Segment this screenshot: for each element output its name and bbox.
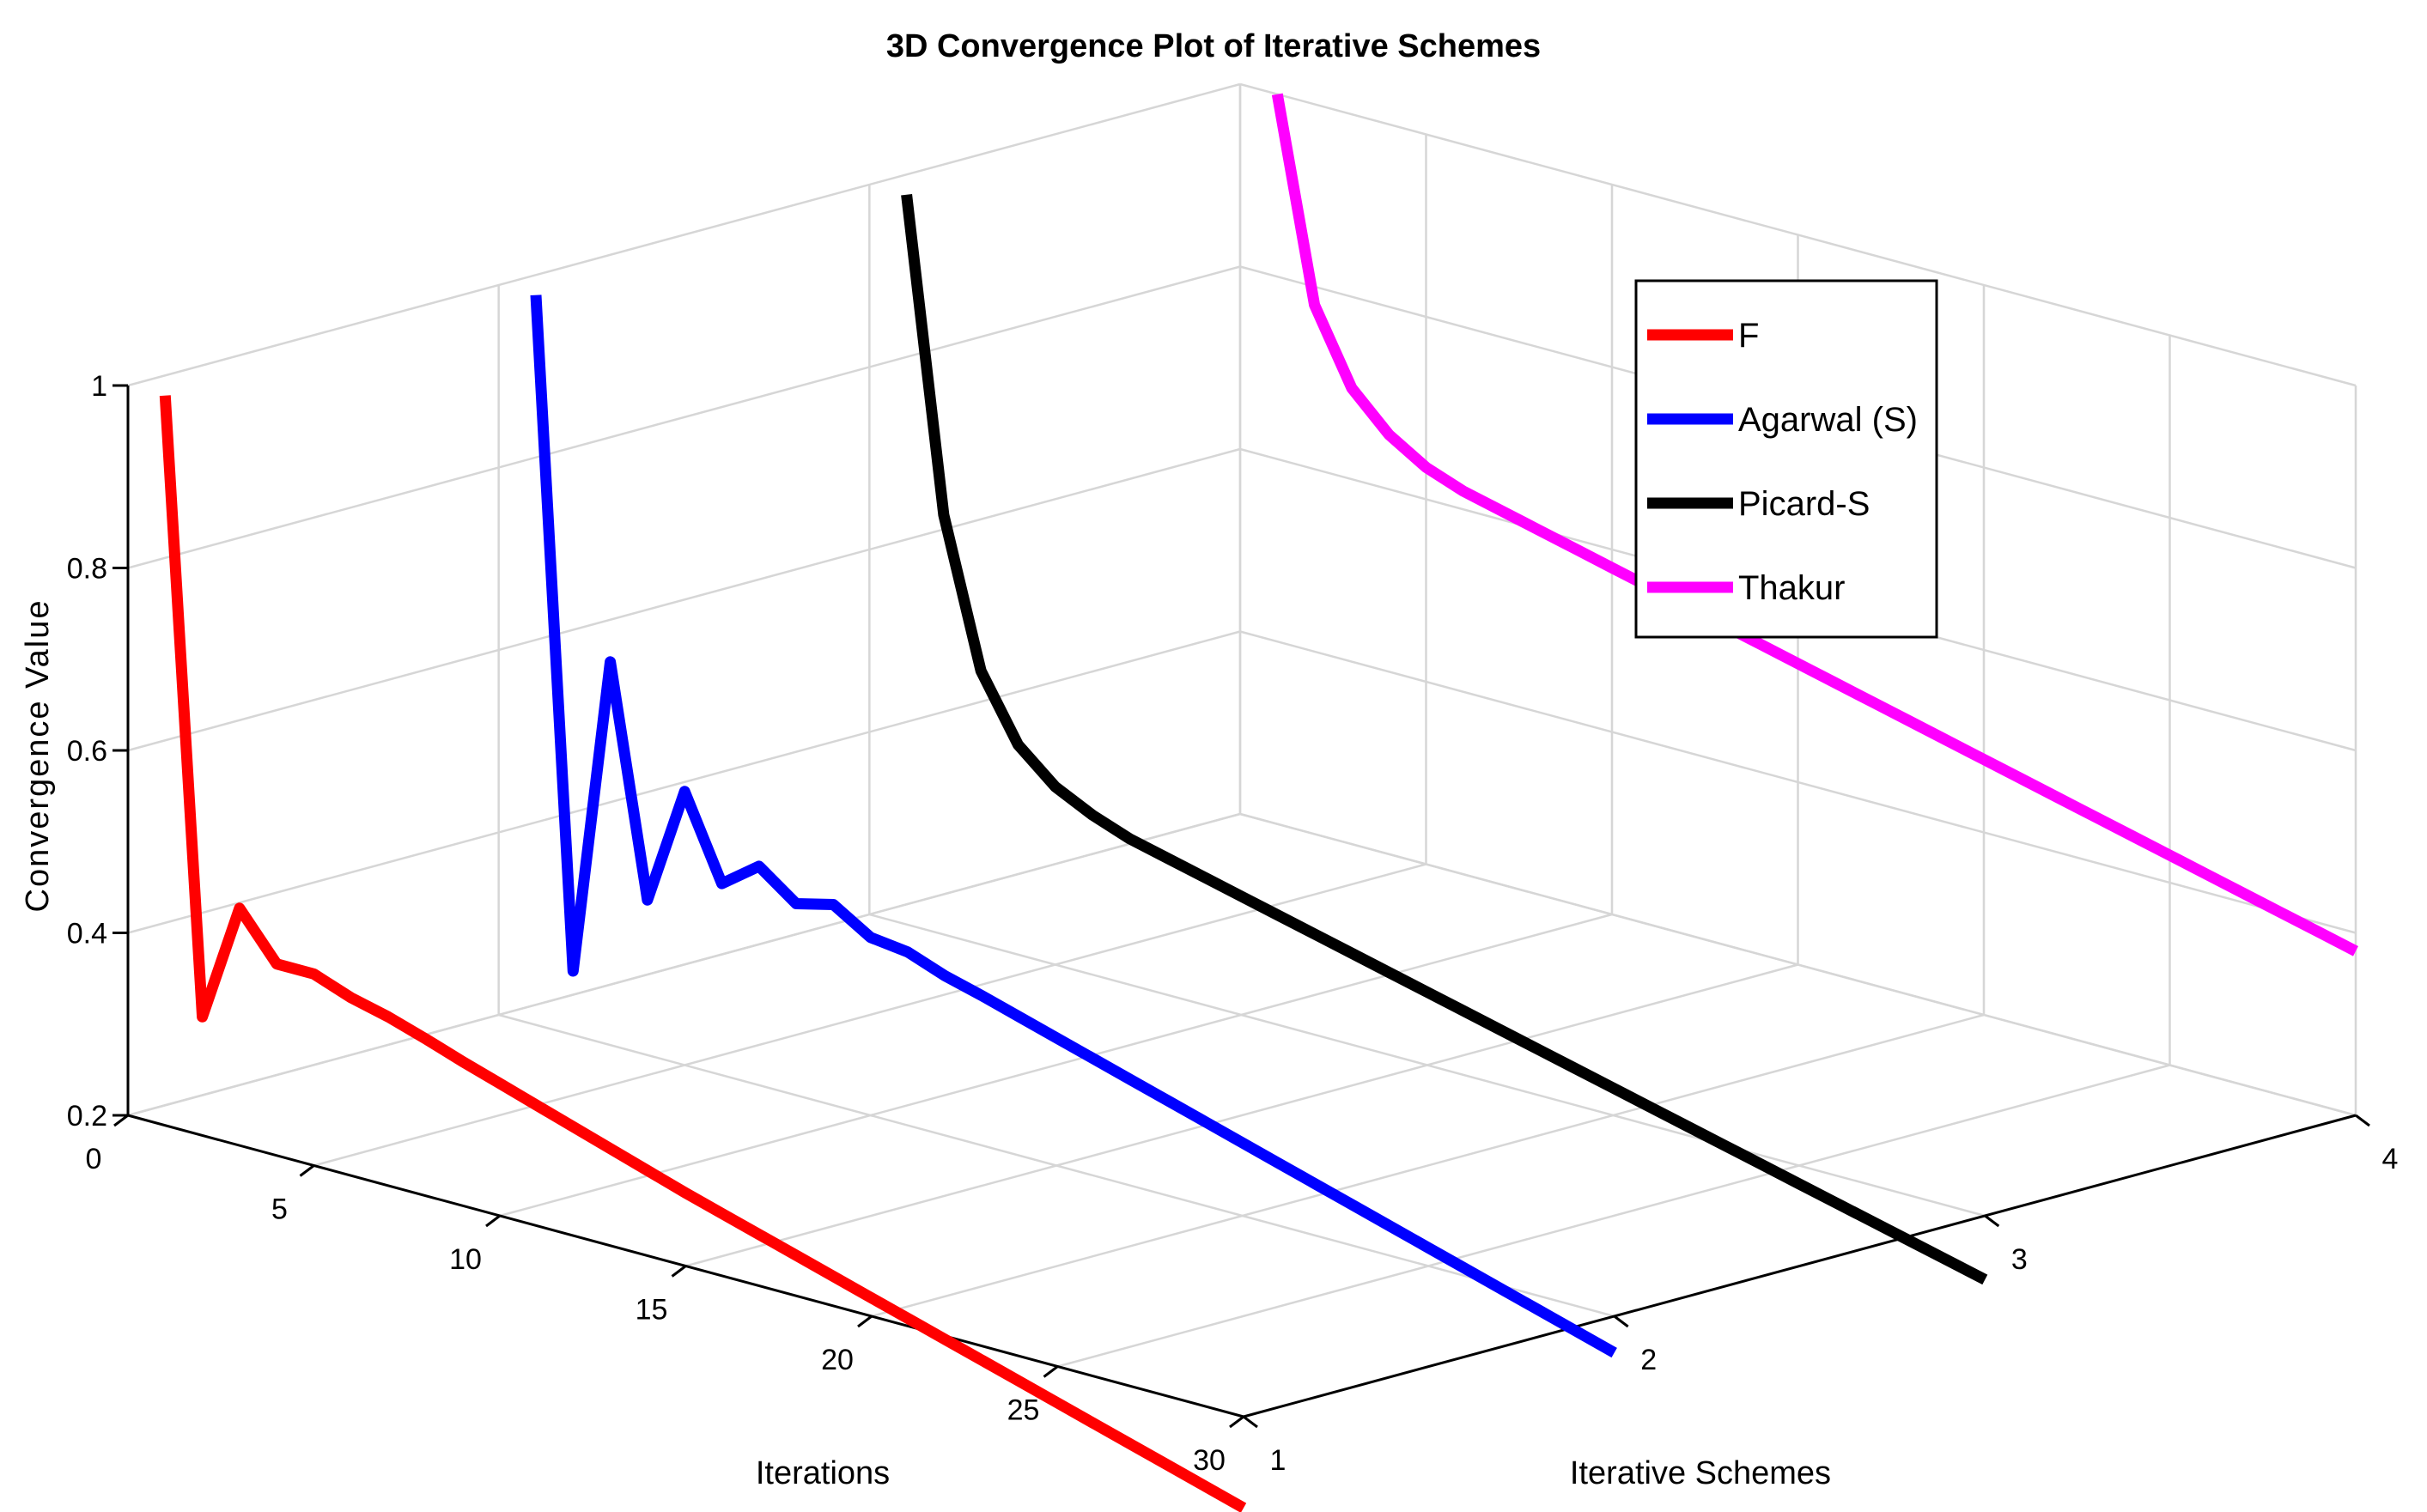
z-axis-label: Convergence Value — [20, 599, 56, 913]
x-axis-label: Iterations — [756, 1455, 890, 1491]
z-tick-label: 0.4 — [67, 918, 107, 950]
grid-line — [127, 630, 1241, 934]
x-tick-mark — [299, 1164, 315, 1177]
x-tick-mark — [1043, 1365, 1059, 1378]
y-tick-mark — [1984, 1214, 2000, 1228]
x-tick-mark — [1229, 1415, 1244, 1429]
y-tick-mark — [2355, 1114, 2370, 1127]
y-axis-line — [1243, 1114, 2357, 1418]
legend: F Agarwal (S) Picard-S Thakur — [1634, 279, 1938, 639]
series-line-picard-s — [901, 193, 1988, 1285]
y-tick-label: 2 — [1640, 1344, 1657, 1376]
series-line-agarwal-s — [530, 295, 1617, 1358]
legend-label: Thakur — [1738, 569, 1846, 607]
x-tick-mark — [671, 1265, 687, 1278]
z-tick-label: 1 — [91, 370, 107, 403]
x-tick-label: 15 — [636, 1294, 668, 1327]
grid-line — [498, 1013, 1615, 1318]
grid-line — [127, 82, 1241, 387]
x-tick-label: 0 — [86, 1143, 102, 1175]
grid-line — [127, 265, 1241, 569]
grid-line — [127, 812, 1241, 1117]
z-tick-label: 0.2 — [67, 1100, 107, 1132]
grid-line — [127, 447, 1241, 752]
y-tick-mark — [1243, 1415, 1258, 1429]
x-tick-label: 5 — [271, 1193, 288, 1226]
grid-line — [685, 963, 1798, 1267]
series-line-thakur — [1271, 93, 2358, 956]
legend-label: Picard-S — [1738, 485, 1870, 523]
x-tick-label: 30 — [1193, 1444, 1226, 1477]
chart-title: 3D Convergence Plot of Iterative Schemes — [886, 28, 1541, 64]
grid-line — [1239, 82, 2357, 387]
grid-line — [869, 913, 1986, 1217]
grid-line — [1239, 812, 2357, 1117]
series-line-f — [159, 395, 1247, 1512]
x-tick-label: 10 — [449, 1243, 482, 1276]
x-tick-label: 20 — [821, 1344, 854, 1376]
y-tick-label: 4 — [2382, 1143, 2399, 1175]
grid-line — [1239, 630, 2357, 934]
series-layer — [159, 93, 2358, 1512]
y-axis-label: Iterative Schemes — [1570, 1455, 1831, 1491]
legend-label: Agarwal (S) — [1738, 401, 1918, 439]
legend-label: F — [1738, 317, 1759, 355]
x-tick-mark — [857, 1315, 873, 1328]
grid-line — [1057, 1064, 2170, 1368]
y-tick-label: 1 — [1270, 1444, 1286, 1477]
tick-labels: 0 5 10 15 20 25 30 1 2 3 4 0.2 0.4 0.6 0.8 1 — [67, 370, 2399, 1477]
axis-layer — [113, 384, 2370, 1429]
grid-line — [871, 1013, 1985, 1318]
x-tick-mark — [113, 1114, 129, 1127]
grid-line — [499, 913, 1613, 1217]
z-tick-label: 0.8 — [67, 553, 107, 586]
grid-layer — [126, 82, 2357, 1418]
y-tick-label: 3 — [2011, 1243, 2028, 1276]
x-tick-label: 25 — [1007, 1394, 1040, 1427]
x-tick-mark — [485, 1214, 501, 1228]
z-tick-label: 0.6 — [67, 735, 107, 768]
grid-line — [313, 863, 1426, 1167]
y-tick-mark — [1613, 1315, 1629, 1328]
